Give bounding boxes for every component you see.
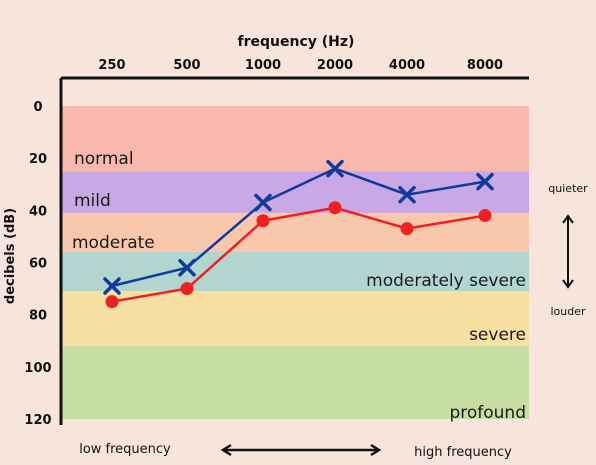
- data-point-x-marker: [254, 193, 272, 212]
- y-tick-label: 0: [33, 100, 42, 115]
- quieter-label: quieter: [548, 182, 588, 195]
- band-label: moderate: [72, 233, 155, 253]
- band-label: severe: [469, 325, 526, 345]
- data-point-x-marker: [476, 172, 494, 191]
- chart-axes: 250 500 1000 2000 4000 8000 0 20 40 60 80 100 120: [24, 58, 529, 428]
- data-point-x-marker: [103, 277, 121, 295]
- x-marker-stroke: [103, 277, 121, 295]
- data-point-x-marker: [398, 185, 416, 204]
- data-point-circle-marker: [478, 209, 492, 223]
- band-label: normal: [74, 149, 134, 169]
- x-marker-stroke: [326, 159, 344, 178]
- y-tick-label: 120: [24, 413, 51, 428]
- y-tick-label: 100: [24, 361, 51, 376]
- x-tick-label: 1000: [245, 58, 281, 73]
- x-tick-label: 500: [173, 58, 200, 73]
- data-point-circle-marker: [328, 201, 342, 215]
- y-tick-label: 40: [29, 204, 47, 219]
- low-frequency-label: low frequency: [79, 442, 171, 457]
- band-label: profound: [449, 403, 526, 423]
- data-series: [103, 159, 494, 309]
- data-point-x-marker: [178, 258, 196, 277]
- chart-title: frequency (Hz): [238, 34, 355, 50]
- band-moderate: [61, 212, 529, 253]
- band-label: mild: [74, 191, 111, 211]
- x-marker-stroke: [254, 193, 272, 212]
- x-marker-stroke: [178, 258, 196, 277]
- data-point-circle-marker: [105, 295, 119, 309]
- y-tick-label: 60: [29, 257, 47, 272]
- series-line-x: [111, 167, 486, 288]
- y-axis-label: decibels (dB): [3, 208, 18, 304]
- data-point-circle-marker: [256, 214, 270, 228]
- band-mild: [61, 171, 529, 213]
- y-tick-label: 20: [29, 152, 47, 167]
- x-marker-stroke: [398, 185, 416, 204]
- volume-double-arrow: [562, 214, 574, 289]
- x-tick-label: 2000: [317, 58, 353, 73]
- x-tick-label: 250: [98, 58, 125, 73]
- x-tick-label: 4000: [389, 58, 425, 73]
- y-tick-label: 80: [29, 309, 47, 324]
- band-label: moderately severe: [366, 271, 526, 291]
- band-severe: [61, 291, 529, 346]
- louder-label: louder: [550, 305, 586, 318]
- data-point-circle-marker: [400, 222, 414, 236]
- band-normal: [61, 106, 529, 172]
- x-marker-stroke: [476, 172, 494, 191]
- x-tick-label: 8000: [467, 58, 503, 73]
- high-frequency-label: high frequency: [414, 445, 512, 460]
- data-point-x-marker: [326, 159, 344, 178]
- hearing-level-bands: normal mild moderate moderately severe sever…: [61, 106, 529, 423]
- data-point-circle-marker: [180, 282, 194, 296]
- band-profound: [61, 345, 529, 419]
- frequency-double-arrow: [220, 443, 382, 457]
- series-line-circle: [111, 206, 486, 303]
- band-moderately-severe: [61, 252, 529, 292]
